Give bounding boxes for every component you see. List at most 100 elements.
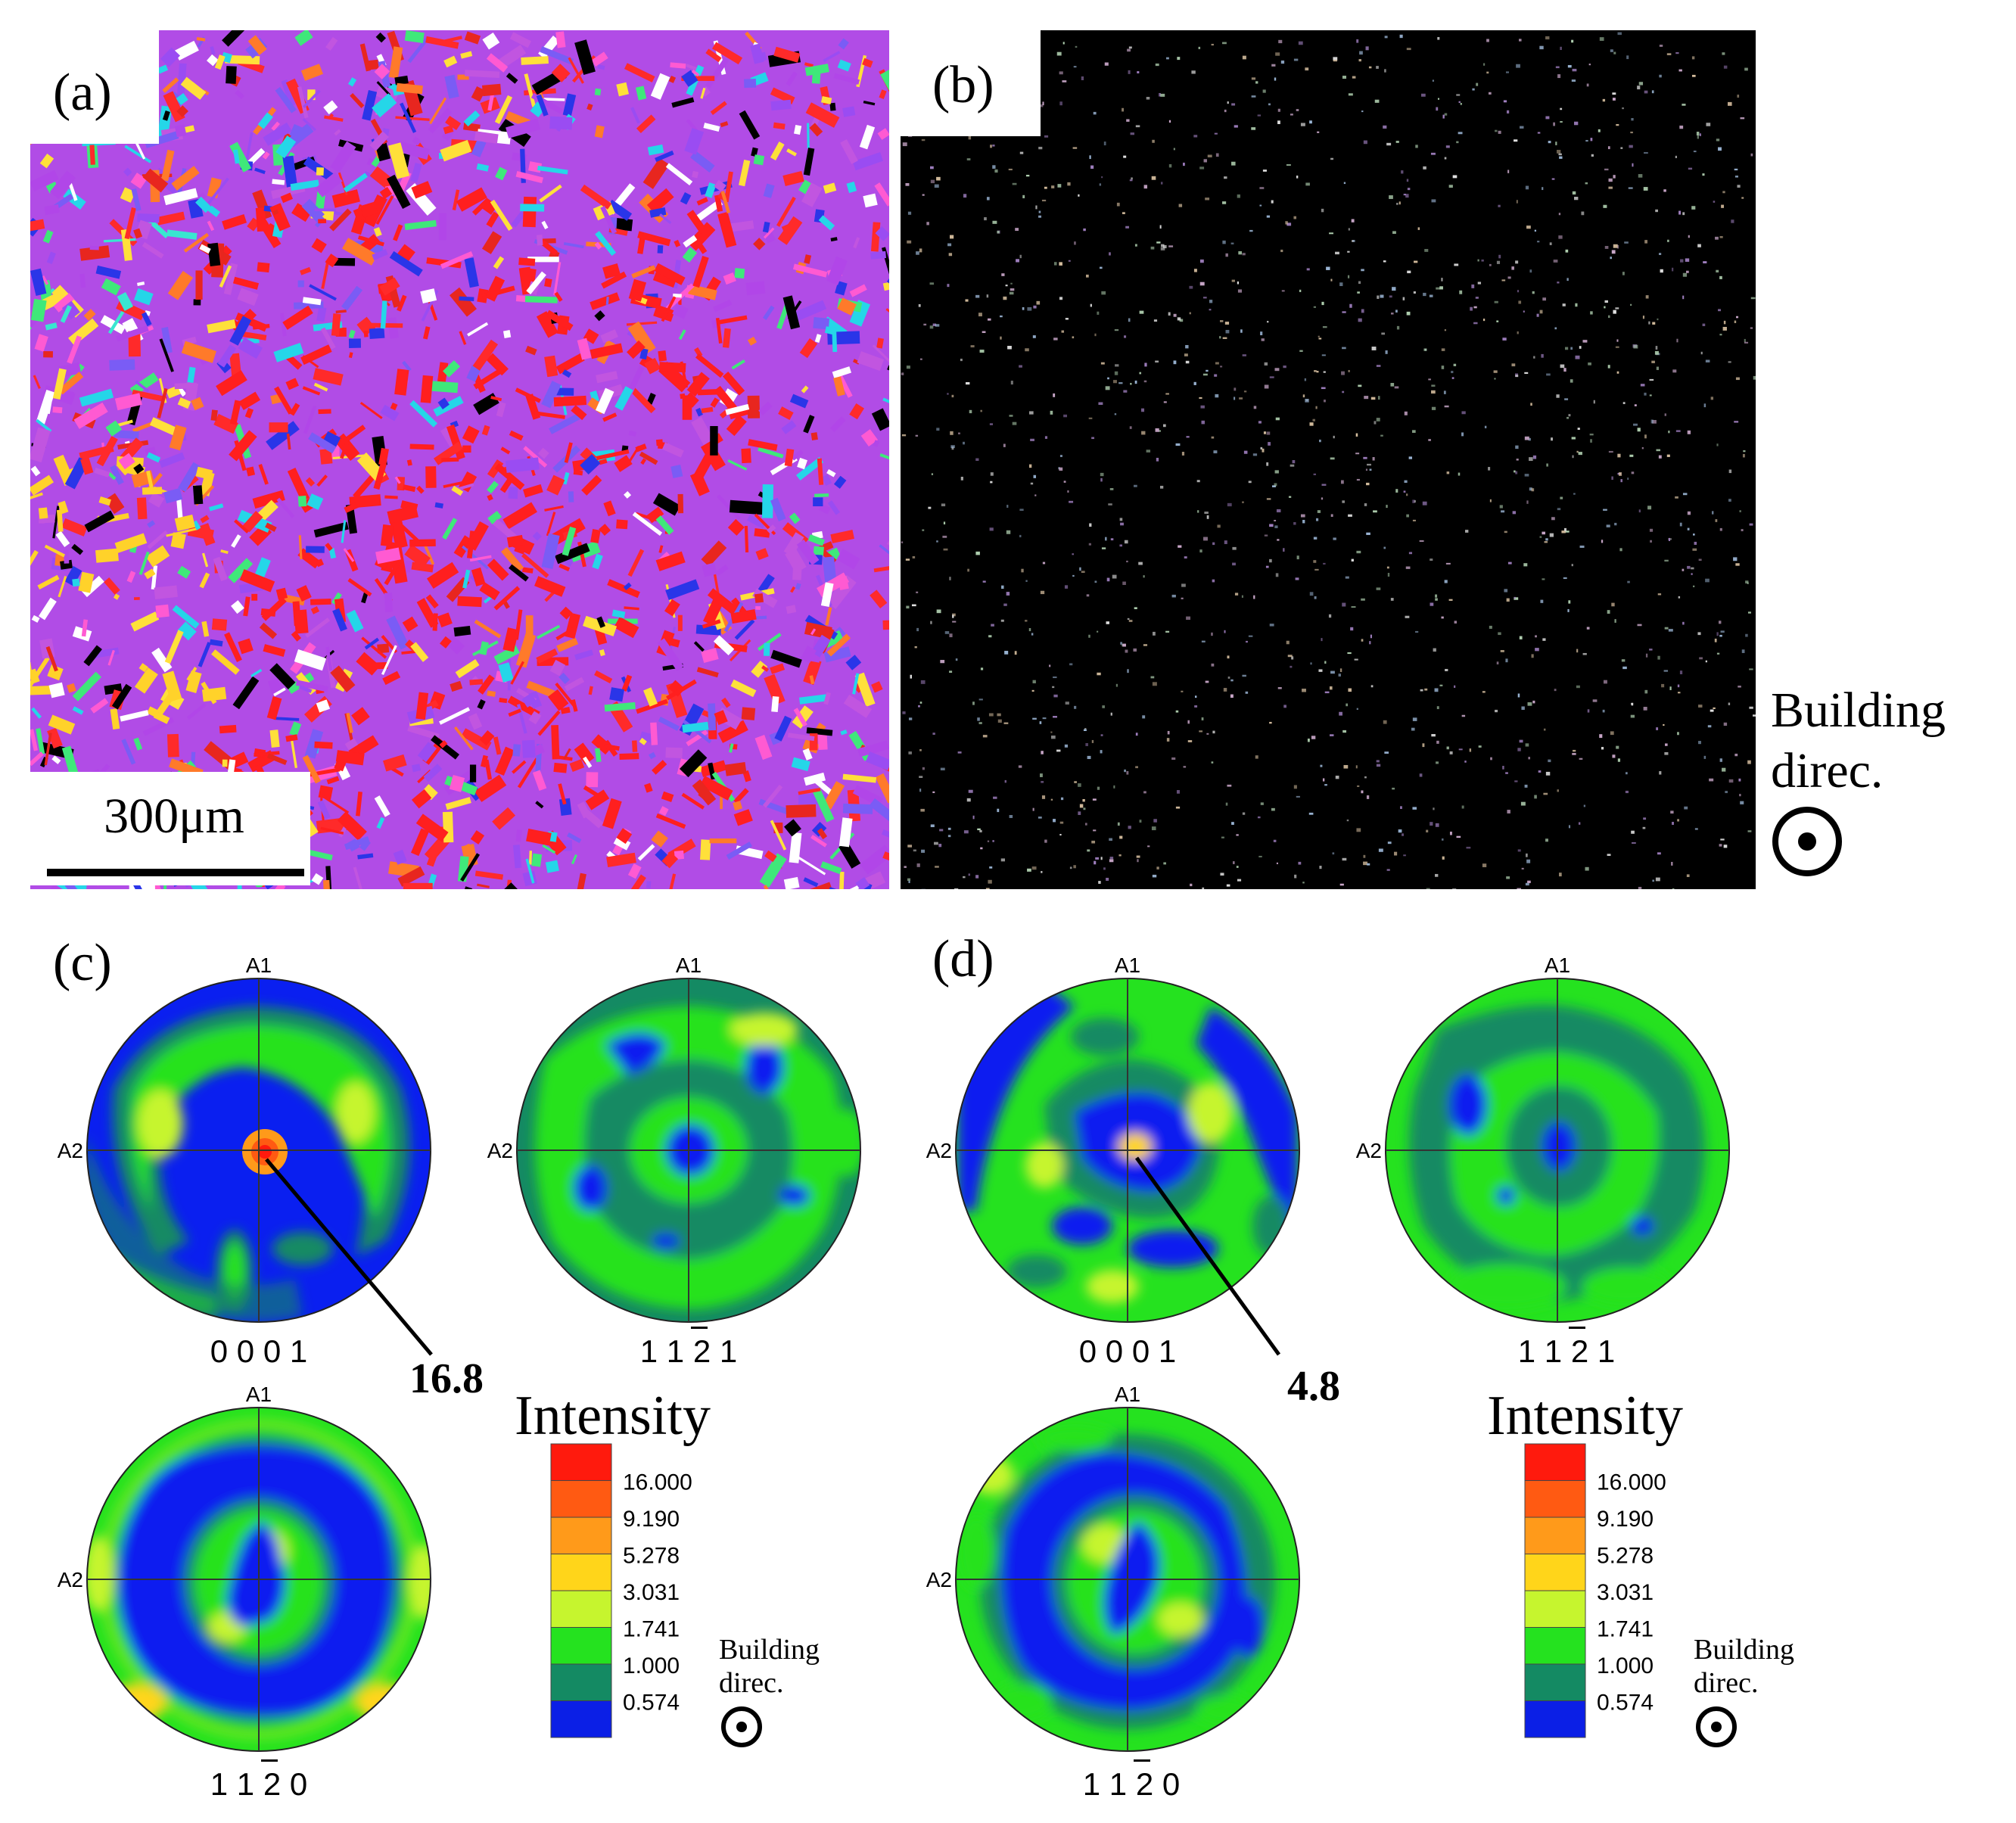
grain-speck (1108, 503, 1112, 506)
grain-speck (1446, 471, 1450, 474)
grain-speck (1087, 755, 1091, 760)
grain-patch (838, 817, 853, 848)
grain-patch (58, 576, 67, 598)
grain-speck (1224, 109, 1227, 113)
grain-patch (196, 37, 206, 42)
grain-speck (1759, 530, 1762, 533)
grain-speck (1603, 204, 1607, 208)
grain-speck (1481, 259, 1484, 262)
grain-speck (1710, 397, 1714, 400)
grain-speck (1675, 51, 1679, 54)
grain-speck (992, 145, 995, 147)
grain-speck (1503, 100, 1507, 103)
grain-speck (1644, 90, 1648, 94)
grain-speck (1723, 722, 1728, 726)
grain-patch (434, 502, 443, 509)
grain-patch (803, 877, 819, 888)
grain-patch (406, 459, 412, 466)
grain-patch (537, 710, 561, 736)
grain-patch (875, 773, 889, 804)
grain-patch (58, 372, 84, 395)
grain-speck (1311, 736, 1316, 739)
grain-speck (1018, 765, 1022, 768)
grain-patch (481, 83, 502, 97)
grain-speck (1114, 371, 1118, 375)
grain-speck (1545, 771, 1551, 776)
grain-speck (1436, 706, 1439, 710)
grain-speck (1130, 132, 1134, 135)
grain-speck (1034, 47, 1037, 49)
grain-patch (683, 235, 698, 248)
grain-speck (1588, 362, 1591, 366)
grain-speck (1572, 68, 1577, 72)
grain-speck (1277, 120, 1280, 124)
grain-patch (42, 229, 54, 244)
grain-speck (1296, 109, 1299, 111)
grain-patch (479, 582, 500, 601)
grain-speck (1038, 210, 1041, 213)
grain-patch (154, 585, 178, 599)
grain-patch (670, 638, 680, 648)
grain-patch (544, 278, 552, 288)
grain-speck (1162, 244, 1167, 249)
grain-patch (297, 86, 309, 119)
grain-speck (1672, 888, 1675, 889)
grain-patch (770, 663, 786, 674)
grain-speck (1515, 445, 1519, 450)
grain-speck (1098, 402, 1103, 406)
grain-speck (1143, 380, 1147, 383)
grain-patch (135, 380, 150, 393)
grain-patch (30, 685, 55, 695)
grain-patch (803, 148, 815, 176)
grain-speck (1314, 596, 1317, 599)
grain-speck (1665, 743, 1668, 746)
grain-speck (1306, 268, 1310, 271)
grain-patch (534, 576, 566, 597)
grain-speck (1697, 244, 1701, 247)
grain-speck (1655, 877, 1660, 882)
grain-speck (1251, 77, 1256, 80)
grain-speck (1505, 772, 1508, 774)
grain-speck (1473, 306, 1477, 309)
grain-patch (688, 284, 717, 300)
grain-speck (1068, 260, 1071, 262)
grain-speck (1275, 52, 1280, 56)
scale-bar-line (47, 869, 304, 876)
grain-patch (476, 163, 490, 172)
grain-patch (42, 275, 49, 285)
grain-patch (485, 275, 506, 302)
grain-speck (1293, 58, 1299, 61)
grain-patch (257, 112, 273, 129)
grain-speck (1010, 288, 1015, 291)
grain-speck (1173, 360, 1177, 365)
grain-patch (78, 571, 95, 593)
grain-patch (177, 397, 191, 409)
grain-patch (134, 288, 154, 306)
grain-speck (1290, 464, 1295, 467)
grain-speck (1269, 376, 1274, 378)
grain-patch (172, 605, 200, 629)
grain-speck (1367, 863, 1370, 866)
grain-speck (1572, 753, 1576, 755)
grain-patch (478, 674, 495, 695)
grain-speck (1287, 655, 1293, 658)
grain-patch (599, 649, 605, 657)
grain-speck (1005, 285, 1008, 287)
grain-speck (1593, 400, 1595, 404)
grain-speck (1139, 310, 1144, 314)
grain-speck (988, 635, 992, 638)
grain-speck (1703, 755, 1706, 759)
grain-speck (1299, 289, 1302, 292)
grain-patch (531, 853, 543, 867)
grain-patch (44, 204, 60, 216)
grain-speck (1545, 538, 1548, 541)
grain-patch (464, 257, 479, 288)
grain-speck (1290, 114, 1293, 116)
grain-speck (918, 705, 920, 708)
grain-patch (665, 163, 693, 186)
grain-speck (1225, 253, 1228, 257)
grain-patch (306, 546, 325, 553)
grain-speck (1558, 153, 1562, 156)
grain-speck (1156, 866, 1159, 870)
grain-speck (1181, 597, 1184, 599)
